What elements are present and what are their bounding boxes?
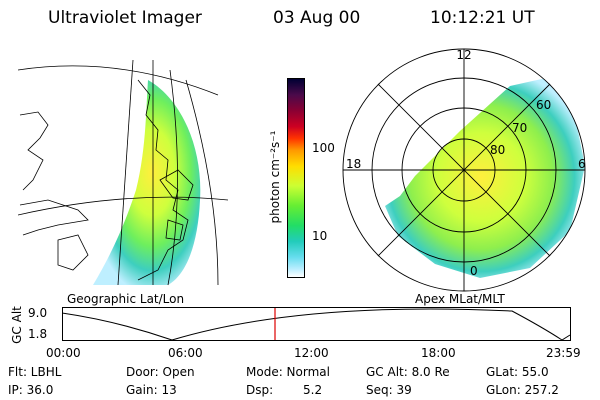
- gc-alt-info: GC Alt: 8.0 Re: [366, 365, 450, 379]
- polar-mlt-0: 0: [470, 264, 478, 278]
- polar-aurora-emission: [385, 76, 585, 278]
- polar-mlt-12: 12: [456, 48, 471, 62]
- filter-info: Flt: LBHL: [8, 365, 62, 379]
- ip-info: IP: 36.0: [8, 383, 54, 397]
- observation-time: 10:12:21 UT: [430, 8, 535, 28]
- gc-x-tick-0000: 00:00: [46, 346, 81, 360]
- polar-plot: 12 18 6 0 60 70 80: [342, 48, 586, 292]
- door-info: Door: Open: [126, 365, 195, 379]
- mode-info: Mode: Normal: [246, 365, 330, 379]
- observation-date: 03 Aug 00: [273, 8, 361, 28]
- gc-alt-plot: [62, 307, 571, 341]
- glon-info: GLon: 257.2: [486, 383, 559, 397]
- gc-x-tick-2359: 23:59: [546, 346, 581, 360]
- glat-info: GLat: 55.0: [486, 365, 549, 379]
- dsp-label: Dsp:: [246, 383, 274, 397]
- geographic-panel-label: Geographic Lat/Lon: [67, 292, 185, 306]
- polar-mlt-18: 18: [346, 157, 361, 171]
- gain-info: Gain: 13: [126, 383, 177, 397]
- app-title: Ultraviolet Imager: [48, 8, 202, 28]
- colorbar: [287, 78, 305, 278]
- gc-x-tick-1800: 18:00: [421, 346, 456, 360]
- polar-lat-80: 80: [490, 143, 505, 157]
- seq-info: Seq: 39: [366, 383, 412, 397]
- colorbar-tick-10: 10: [312, 229, 328, 243]
- geo-aurora-emission: [93, 80, 201, 285]
- polar-lat-70: 70: [512, 121, 527, 135]
- gc-alt-tick-low: 1.8: [28, 327, 48, 341]
- geo-coastlines: [19, 79, 194, 281]
- gc-x-tick-1200: 12:00: [294, 346, 329, 360]
- gc-x-tick-0600: 06:00: [168, 346, 203, 360]
- colorbar-unit-label: photon cm⁻²s⁻¹: [268, 130, 282, 224]
- colorbar-tick-100: 100: [312, 141, 335, 155]
- gc-alt-curve: [62, 308, 571, 341]
- polar-grid: [342, 48, 586, 292]
- polar-lat-60: 60: [536, 98, 551, 112]
- geo-grid-lines: [18, 59, 228, 286]
- geographic-map: [18, 59, 228, 286]
- polar-mlt-6: 6: [578, 157, 586, 171]
- gc-alt-tick-high: 9.0: [28, 306, 48, 320]
- polar-panel-label: Apex MLat/MLT: [415, 292, 505, 306]
- dsp-value: 5.2: [303, 383, 323, 397]
- gc-alt-ylabel: GC Alt: [10, 306, 24, 344]
